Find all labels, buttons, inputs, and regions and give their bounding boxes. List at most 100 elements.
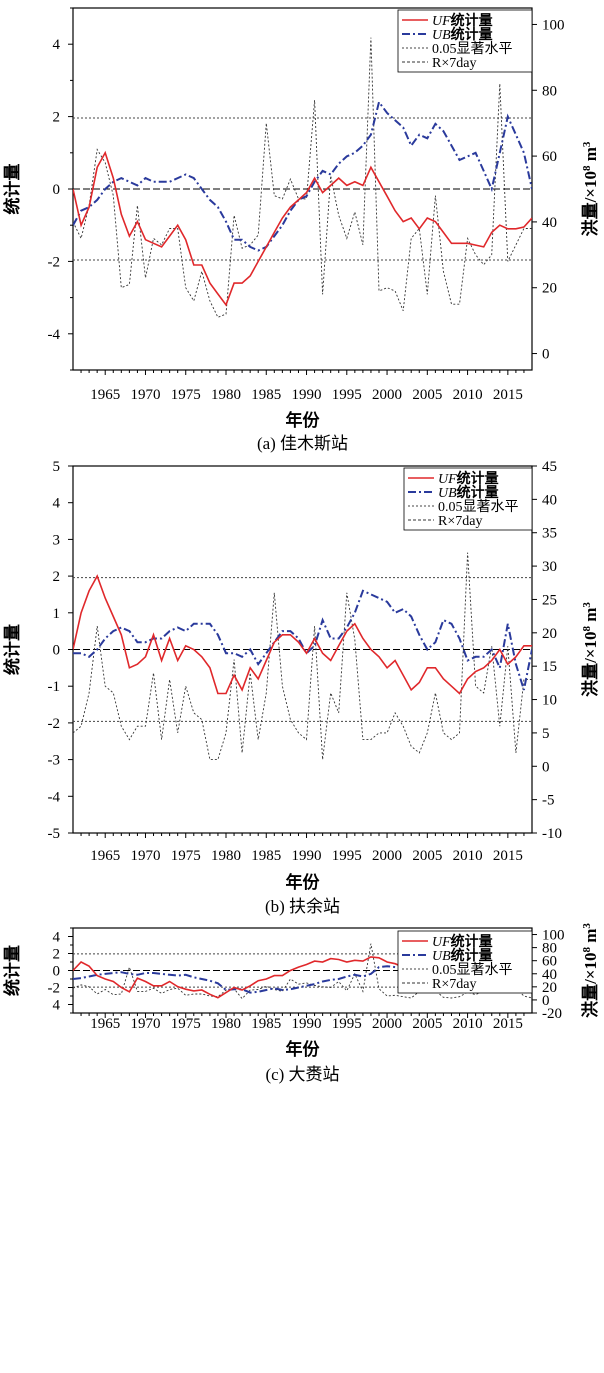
legend-r7day-label: R×7day (432, 56, 476, 71)
y-tick-label: 3 (53, 532, 61, 548)
x-tick-label: 1985 (251, 387, 281, 403)
y2-title-sup: 8 (581, 165, 593, 171)
y2-tick-label: -5 (542, 793, 555, 809)
y2-title-main: 洪量/×10 (580, 632, 600, 697)
figure-caption: (b) 扶余站 (265, 897, 340, 916)
y-tick-label: 4 (53, 930, 61, 946)
chart-svg: -5-4-3-2-1012345-10-50510152025303540451… (2, 459, 600, 916)
y2-tick-label: 40 (542, 492, 557, 508)
y-tick-label: -5 (48, 826, 61, 842)
legend-uf-label: UF统计量 (432, 12, 493, 29)
x-tick-label: 1975 (171, 1016, 201, 1032)
y2-tick-label: 60 (542, 954, 557, 970)
y2-tick-label: 0 (542, 759, 550, 775)
y-tick-label: 1 (53, 606, 61, 622)
x-tick-label: 1980 (211, 848, 241, 864)
x-tick-label: 2000 (372, 1016, 402, 1032)
legend-ub-label: UB统计量 (438, 484, 499, 501)
legend-series-abbr: UF (432, 935, 451, 950)
x-tick-label: 2015 (493, 1016, 523, 1032)
x-tick-label: 1970 (130, 848, 160, 864)
y-tick-label: -2 (48, 254, 61, 270)
figure-caption: (a) 佳木斯站 (257, 434, 348, 453)
x-tick-label: 1995 (332, 848, 362, 864)
x-tick-label: 1995 (332, 387, 362, 403)
y-tick-label: 4 (53, 998, 61, 1014)
series-line-r7day (73, 943, 532, 1000)
x-tick-label: 1970 (130, 387, 160, 403)
legend-series-abbr: UB (432, 949, 451, 964)
y-tick-label: 2 (53, 947, 61, 963)
x-tick-label: 1995 (332, 1016, 362, 1032)
y-tick-label: 4 (53, 37, 61, 53)
x-tick-label: 2000 (372, 848, 402, 864)
y2-tick-label: 10 (542, 693, 557, 709)
x-tick-label: 2010 (453, 848, 483, 864)
series-group (73, 552, 532, 761)
y-tick-label: -2 (48, 716, 61, 732)
y2-tick-label: 30 (542, 559, 557, 575)
y2-tick-label: 80 (542, 941, 557, 957)
legend-ub-label: UB统计量 (432, 26, 493, 43)
y-tick-label: 2 (53, 569, 61, 585)
y2-tick-label: 40 (542, 215, 557, 231)
y2-tick-label: 100 (542, 17, 565, 33)
legend-r7day-label: R×7day (432, 977, 476, 992)
y2-axis-title: 洪量/×108 m3 (580, 602, 600, 697)
y-axis-title: 统计量 (2, 945, 22, 996)
y2-title-unit: m (581, 929, 600, 947)
y2-tick-label: 35 (542, 526, 557, 542)
x-axis-title: 年份 (286, 1039, 321, 1059)
y2-title-sup2: 3 (581, 602, 593, 608)
series-line-r7day (73, 552, 532, 761)
y2-title-sup: 8 (581, 626, 593, 632)
y2-tick-label: 45 (542, 459, 557, 475)
legend-significance-label: 0.05显著水平 (432, 41, 513, 57)
y2-tick-label: 20 (542, 281, 557, 297)
y2-axis-title: 洪量/×108 m3 (580, 141, 600, 236)
chart-panel-c: 4 -2 0 2 4 -20 0 20 40 60 80 100 1965 1970 1975 1980 198… (0, 921, 604, 1373)
x-tick-label: 1985 (251, 848, 281, 864)
y-tick-label: -2 (48, 981, 61, 997)
y2-tick-label: 40 (542, 967, 557, 983)
legend-series-abbr: UF (432, 14, 451, 29)
y-tick-label: 0 (53, 964, 61, 980)
figure-caption: (c) 大赉站 (265, 1065, 339, 1084)
y2-title-sup2: 3 (581, 923, 593, 929)
y2-tick-label: 5 (542, 726, 550, 742)
y-tick-label: 5 (53, 459, 61, 475)
x-tick-label: 2005 (412, 387, 442, 403)
x-tick-label: 2005 (412, 848, 442, 864)
x-tick-label: 1975 (171, 387, 201, 403)
legend-series-abbr: UB (432, 28, 451, 43)
y2-tick-label: 60 (542, 149, 557, 165)
legend-series-suffix: 统计量 (457, 484, 499, 501)
legend-series-suffix: 统计量 (451, 933, 493, 950)
y2-title-unit: m (581, 147, 600, 165)
y2-tick-label: 20 (542, 626, 557, 642)
series-line-ub (73, 589, 532, 691)
legend-significance-label: 0.05显著水平 (438, 499, 519, 515)
series-line-r7day (73, 37, 532, 318)
x-axis-title: 年份 (286, 410, 321, 430)
legend-uf-label: UF统计量 (438, 470, 499, 487)
x-tick-label: 1975 (171, 848, 201, 864)
x-tick-label: 1985 (251, 1016, 281, 1032)
y-tick-label: -4 (48, 327, 61, 343)
y-tick-label: -4 (48, 789, 61, 805)
x-tick-label: 1980 (211, 1016, 241, 1032)
legend-r7day-label: R×7day (438, 514, 482, 529)
y2-tick-label: 25 (542, 592, 557, 608)
chart-panel-a: -4 -2 0 2 4 0 20 40 60 80 100 1965 1970 1975 1980 1985 1… (0, 0, 604, 458)
y2-tick-label: -10 (542, 826, 562, 842)
y2-tick-label: 0 (542, 347, 550, 363)
x-tick-label: 1965 (90, 387, 120, 403)
x-tick-label: 2010 (453, 1016, 483, 1032)
y2-tick-label: 80 (542, 83, 557, 99)
x-tick-label: 2015 (493, 387, 523, 403)
x-tick-label: 2015 (493, 848, 523, 864)
legend-series-suffix: 统计量 (457, 470, 499, 487)
series-line-ub (73, 99, 532, 252)
x-tick-label: 1990 (292, 848, 322, 864)
y-axis-title: 统计量 (2, 164, 22, 215)
